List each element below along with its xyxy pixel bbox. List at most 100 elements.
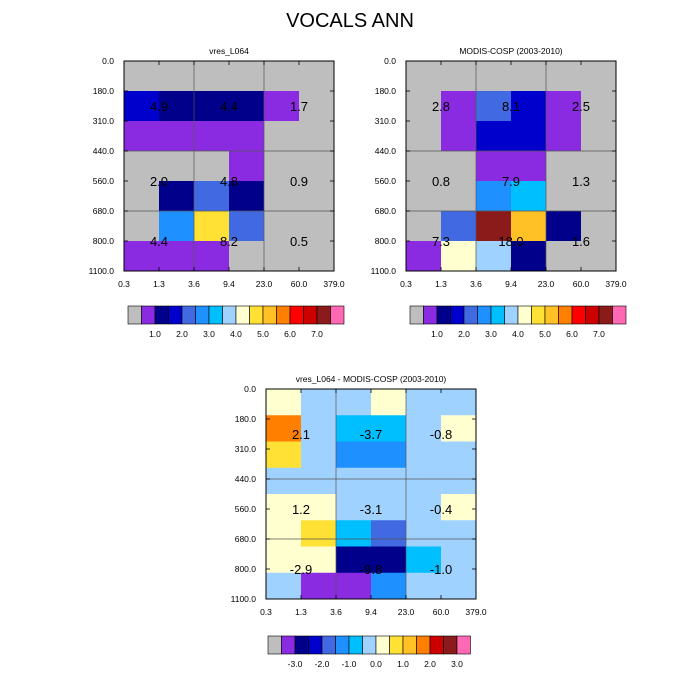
x-tick-label: 3.6 bbox=[470, 279, 482, 289]
group-value-label: 4.4 bbox=[150, 234, 168, 249]
group-value-label: 18.0 bbox=[498, 234, 523, 249]
colorbar-swatch bbox=[168, 305, 183, 325]
x-tick-label: 1.3 bbox=[153, 279, 165, 289]
y-tick-label: 180.0 bbox=[93, 86, 115, 96]
heatmap-cell bbox=[581, 61, 617, 92]
heatmap-cell bbox=[476, 91, 512, 122]
panel-title: vres_L064 - MODIS-COSP (2003-2010) bbox=[296, 374, 447, 384]
panel-title: MODIS-COSP (2003-2010) bbox=[459, 46, 562, 56]
colorbar-swatch bbox=[348, 635, 363, 655]
colorbar: -3.0 -2.0 -1.0 0.0 1.0 2.0 3.0 bbox=[267, 635, 471, 669]
colorbar-label: 6.0 bbox=[284, 329, 296, 339]
heatmap-cell bbox=[441, 121, 477, 152]
colorbar-swatch bbox=[316, 305, 331, 325]
heatmap-cell bbox=[336, 415, 372, 442]
y-tick-label: 800.0 bbox=[235, 564, 257, 574]
y-tick-label: 310.0 bbox=[93, 116, 115, 126]
colorbar-swatch bbox=[141, 305, 156, 325]
heatmap-cell bbox=[266, 546, 302, 574]
heatmap-cell bbox=[406, 415, 442, 442]
heatmap-cell bbox=[406, 151, 442, 182]
y-tick-label: 560.0 bbox=[235, 504, 257, 514]
x-tick-label: 0.3 bbox=[400, 279, 412, 289]
y-tick-label: 800.0 bbox=[93, 236, 115, 246]
heatmap-cell bbox=[336, 520, 372, 547]
heatmap-cell bbox=[301, 572, 337, 600]
colorbar-swatch bbox=[585, 305, 600, 325]
colorbar-swatch bbox=[294, 635, 309, 655]
colorbar-swatch bbox=[558, 305, 573, 325]
heatmap-cell bbox=[406, 91, 442, 122]
heatmap-cell bbox=[406, 494, 442, 521]
heatmap-cell bbox=[441, 151, 477, 182]
heatmap-cell bbox=[266, 520, 302, 547]
heatmap-cell bbox=[511, 151, 547, 182]
colorbar-swatch bbox=[281, 635, 296, 655]
y-tick-label: 1100.0 bbox=[371, 266, 397, 276]
heatmap-cell bbox=[441, 211, 477, 242]
group-value-label: -0.4 bbox=[430, 502, 452, 517]
x-tick-label: 3.6 bbox=[330, 607, 342, 617]
heatmap-cell bbox=[194, 211, 230, 242]
heatmap-cell bbox=[511, 211, 547, 242]
heatmap-cell bbox=[546, 121, 582, 152]
heatmap-cell bbox=[511, 121, 547, 152]
panel-model: vres_L064 0.3 1.3 3.6 9.4 23.0 60.0 379.0 0.0 180… bbox=[89, 46, 345, 339]
colorbar-label: 2.0 bbox=[424, 659, 436, 669]
heatmap-cell bbox=[299, 121, 335, 152]
heatmap-cell bbox=[264, 241, 300, 272]
colorbar-swatch bbox=[375, 635, 390, 655]
group-value-label: 0.5 bbox=[290, 234, 308, 249]
colorbar-swatch bbox=[222, 305, 237, 325]
heatmap-cell bbox=[371, 389, 407, 416]
colorbar-swatch bbox=[456, 635, 471, 655]
heatmap-cell bbox=[159, 121, 195, 152]
heatmap-cell bbox=[371, 546, 407, 574]
colorbar-label: 1.0 bbox=[149, 329, 161, 339]
heatmap-cell bbox=[441, 181, 477, 212]
heatmap-cell bbox=[441, 61, 477, 92]
colorbar-label: 1.0 bbox=[397, 659, 409, 669]
heatmap-cell bbox=[194, 181, 230, 212]
heatmap-cell bbox=[266, 389, 302, 416]
colorbar-swatch bbox=[571, 305, 586, 325]
heatmap-cell bbox=[194, 121, 230, 152]
heatmap-cell bbox=[406, 181, 442, 212]
heatmap-cell bbox=[406, 546, 442, 574]
x-tick-label: 3.6 bbox=[188, 279, 200, 289]
heatmap-cell bbox=[406, 441, 442, 469]
colorbar-swatch bbox=[504, 305, 519, 325]
colorbar-label: 1.0 bbox=[431, 329, 443, 339]
y-tick-label: 680.0 bbox=[93, 206, 115, 216]
heatmap-cell bbox=[406, 211, 442, 242]
heatmap-cell bbox=[476, 181, 512, 212]
heatmap-cell bbox=[266, 415, 302, 442]
heatmap-cell bbox=[266, 467, 302, 495]
heatmap-cell bbox=[301, 520, 337, 547]
heatmap-cell bbox=[301, 546, 337, 574]
x-tick-label: 9.4 bbox=[365, 607, 377, 617]
heatmap-cell bbox=[159, 241, 195, 272]
heatmap-cell bbox=[546, 211, 582, 242]
colorbar-swatch bbox=[181, 305, 196, 325]
heatmap-cell bbox=[441, 415, 477, 442]
colorbar-swatch bbox=[362, 635, 377, 655]
y-tick-label: 310.0 bbox=[235, 444, 257, 454]
y-tick-label: 440.0 bbox=[235, 474, 257, 484]
x-tick-label: 23.0 bbox=[538, 279, 555, 289]
colorbar-swatch bbox=[517, 305, 532, 325]
heatmap-cell bbox=[124, 121, 160, 152]
heatmap-cell bbox=[159, 91, 195, 122]
x-tick-label: 23.0 bbox=[256, 279, 273, 289]
group-value-label: 1.3 bbox=[572, 174, 590, 189]
heatmap-cell bbox=[266, 572, 302, 600]
colorbar-swatch bbox=[321, 635, 336, 655]
heatmap-cell bbox=[229, 121, 265, 152]
colorbar-label: 5.0 bbox=[539, 329, 551, 339]
heatmap-cell bbox=[229, 151, 265, 182]
group-value-label: 2.0 bbox=[150, 174, 168, 189]
x-tick-label: 1.3 bbox=[295, 607, 307, 617]
group-value-label: 1.2 bbox=[292, 502, 310, 517]
heatmap-cell bbox=[264, 91, 300, 122]
colorbar-label: 5.0 bbox=[257, 329, 269, 339]
